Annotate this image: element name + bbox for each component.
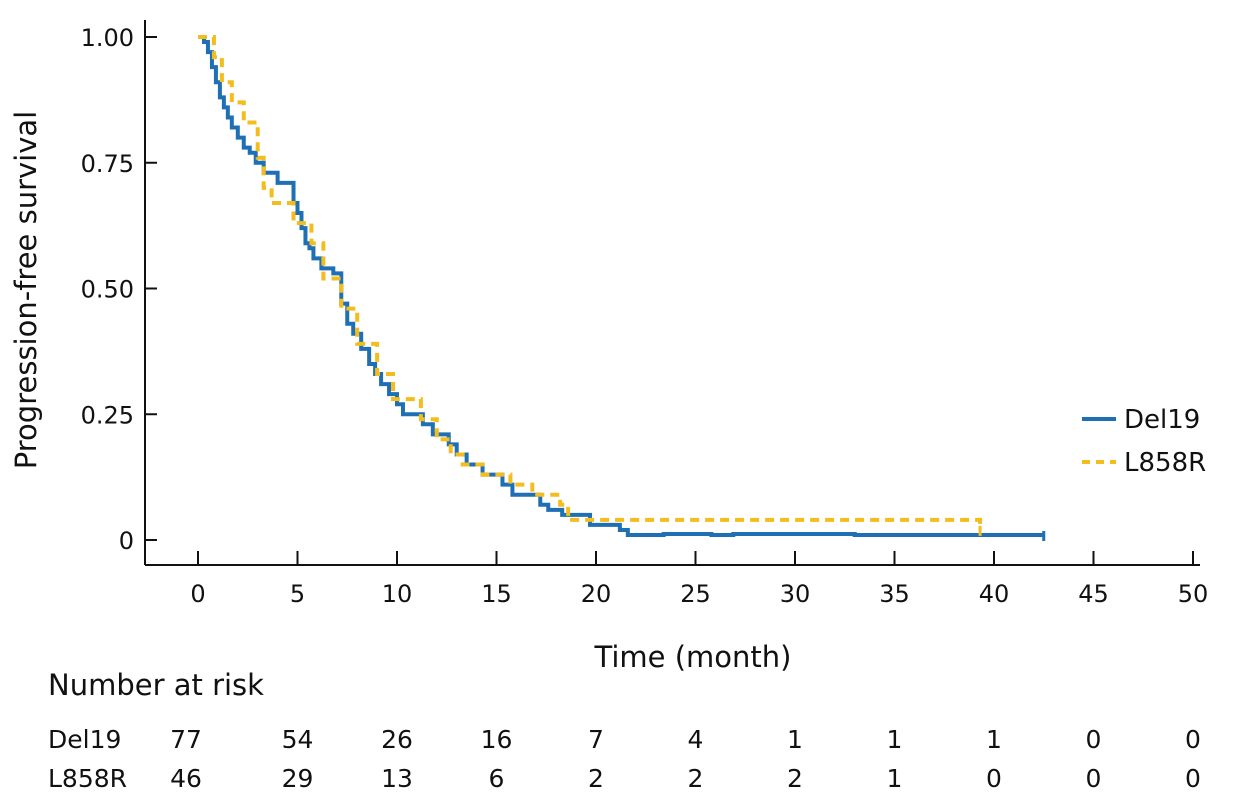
- risk-value: 2: [688, 764, 704, 793]
- x-axis-title: Time (month): [594, 640, 792, 674]
- risk-value: 13: [381, 764, 413, 793]
- risk-value: 26: [381, 725, 413, 754]
- risk-value: 0: [1185, 725, 1201, 754]
- legend-label-l858r: L858R: [1124, 448, 1206, 478]
- y-ticks: 0 0.25 0.50 0.75 1.00: [81, 24, 157, 555]
- y-tick-label: 0.75: [81, 150, 134, 178]
- risk-value: 46: [170, 764, 202, 793]
- risk-value: 0: [1086, 764, 1102, 793]
- legend: Del19 L858R: [1082, 405, 1206, 478]
- risk-value: 2: [787, 764, 803, 793]
- risk-value: 0: [1185, 764, 1201, 793]
- series-line-del19: [198, 35, 1044, 537]
- risk-value: 6: [489, 764, 505, 793]
- x-tick-label: 25: [680, 580, 711, 608]
- risk-value: 7: [588, 725, 604, 754]
- plot-area: 0 0.25 0.50 0.75 1.00 0 5 10 15 20 25 30 35 40 45 50: [81, 20, 1208, 608]
- risk-value: 16: [481, 725, 513, 754]
- risk-value: 4: [688, 725, 704, 754]
- y-axis-title: Progression-free survival: [9, 111, 43, 469]
- risk-row-label: L858R: [48, 764, 127, 793]
- x-tick-label: 15: [481, 580, 512, 608]
- risk-table-title: Number at risk: [48, 668, 264, 702]
- risk-value: 1: [787, 725, 803, 754]
- risk-value: 77: [170, 725, 202, 754]
- x-tick-label: 10: [382, 580, 413, 608]
- risk-value: 1: [986, 725, 1002, 754]
- x-tick-label: 20: [581, 580, 612, 608]
- risk-value: 1: [887, 764, 903, 793]
- x-tick-label: 50: [1178, 580, 1209, 608]
- y-tick-label: 0: [119, 527, 134, 555]
- x-tick-label: 30: [780, 580, 811, 608]
- risk-rows: Del19 77 54 26 16 7 4 1 1 1 0 0 L858R 46 29 13 6 2 2 2 1 0 0 0: [48, 725, 1201, 793]
- x-tick-label: 35: [879, 580, 910, 608]
- risk-value: 2: [588, 764, 604, 793]
- y-tick-label: 0.25: [81, 401, 134, 429]
- risk-value: 1: [887, 725, 903, 754]
- y-tick-label: 1.00: [81, 24, 134, 52]
- y-tick-label: 0.50: [81, 276, 134, 304]
- risk-table: Number at risk Del19 77 54 26 16 7 4 1 1 1 0 0L858R…: [48, 668, 1201, 793]
- risk-value: 0: [1086, 725, 1102, 754]
- risk-value: 0: [986, 764, 1002, 793]
- legend-label-del19: Del19: [1124, 405, 1200, 435]
- series-line-l858r: [198, 35, 983, 530]
- series-layer: [198, 35, 1046, 541]
- x-tick-label: 5: [290, 580, 305, 608]
- risk-value: 29: [282, 764, 314, 793]
- x-tick-label: 0: [190, 580, 205, 608]
- x-tick-label: 40: [979, 580, 1010, 608]
- risk-row-label: Del19: [48, 725, 121, 754]
- risk-value: 54: [282, 725, 314, 754]
- x-tick-label: 45: [1078, 580, 1109, 608]
- x-ticks: 0 5 10 15 20 25 30 35 40 45 50: [190, 551, 1208, 608]
